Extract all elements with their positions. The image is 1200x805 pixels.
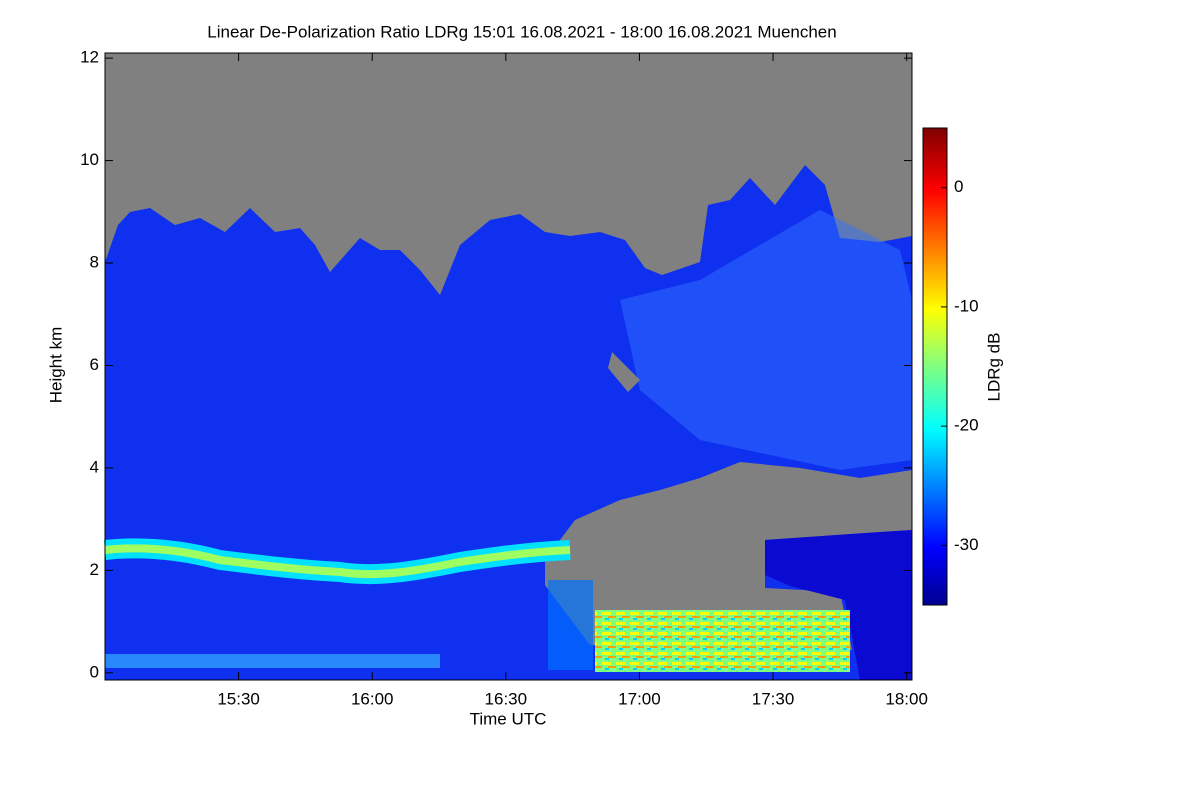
x-tick-label: 18:00 <box>885 689 928 708</box>
y-axis-label: Height km <box>46 327 65 404</box>
x-tick-label: 17:00 <box>618 689 661 708</box>
x-tick-label: 16:00 <box>351 689 394 708</box>
x-tick-label: 17:30 <box>752 689 795 708</box>
x-axis-label: Time UTC <box>470 709 547 728</box>
y-tick-label: 6 <box>90 355 99 374</box>
y-tick-label: 12 <box>80 48 99 67</box>
y-tick-label: 0 <box>90 662 99 681</box>
y-tick-label: 4 <box>90 457 99 476</box>
x-tick-label: 15:30 <box>217 689 260 708</box>
colorbar <box>922 127 948 606</box>
colorbar-tick-label: -30 <box>954 535 979 554</box>
chart-title: Linear De-Polarization Ratio LDRg 15:01 … <box>207 22 836 41</box>
y-tick-label: 10 <box>80 150 99 169</box>
colorbar-label: LDRg dB <box>984 333 1003 402</box>
x-tick-label: 16:30 <box>485 689 528 708</box>
plot-frame <box>104 52 913 681</box>
y-tick-label: 2 <box>90 560 99 579</box>
colorbar-tick-label: -10 <box>954 296 979 315</box>
heatmap-image <box>103 53 912 680</box>
y-tick-label: 8 <box>90 253 99 272</box>
colorbar-tick-label: 0 <box>954 177 963 196</box>
colorbar-tick-label: -20 <box>954 416 979 435</box>
